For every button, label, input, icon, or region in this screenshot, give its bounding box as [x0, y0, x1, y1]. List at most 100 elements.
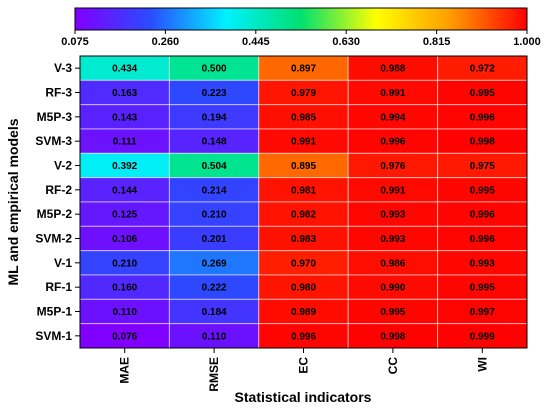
- heatmap-cell: [437, 201, 528, 227]
- heatmap-cell: [79, 250, 170, 276]
- heatmap-cell: [437, 79, 528, 106]
- cell-value-label: 0.160: [112, 283, 137, 294]
- row-label: SVM-3: [35, 134, 72, 148]
- row-label: SVM-2: [35, 232, 72, 246]
- cell-value-label: 0.979: [291, 88, 316, 99]
- cell-value-label: 0.110: [202, 331, 227, 342]
- row-label: V-2: [54, 159, 72, 173]
- heatmap-cell: [168, 274, 260, 300]
- heatmap-cell: [258, 323, 349, 349]
- cell-value-label: 0.076: [112, 331, 137, 342]
- heatmap-cell: [168, 128, 260, 154]
- column-label: WI: [475, 357, 489, 372]
- heatmap-cell: [168, 201, 260, 227]
- cell-value-label: 0.975: [470, 161, 495, 172]
- heatmap-cell: [437, 298, 528, 325]
- heatmap-cell: [258, 201, 349, 227]
- heatmap-cell: [79, 225, 170, 252]
- cell-value-label: 0.434: [112, 64, 137, 75]
- colorbar-tick-label: 0.815: [423, 36, 451, 48]
- row-label: RF-2: [45, 183, 72, 197]
- colorbar-tick-label: 0.445: [242, 36, 270, 48]
- colorbar-tick-label: 0.075: [61, 36, 89, 48]
- colorbar-tick-label: 0.630: [332, 36, 360, 48]
- cell-value-labels: 0.434 0.500 0.897 0.988 0.972 0.163 0.223 0.979…: [112, 64, 495, 343]
- cell-value-label: 0.985: [291, 112, 316, 123]
- cell-value-label: 0.990: [380, 283, 405, 294]
- row-label: RF-3: [45, 86, 72, 100]
- cell-value-label: 0.995: [380, 307, 405, 318]
- cell-value-label: 0.201: [202, 234, 227, 245]
- cell-value-label: 0.991: [291, 137, 316, 148]
- row-label: SVM-1: [35, 329, 72, 343]
- heatmap-cell: [79, 177, 170, 203]
- row-axis: V-3 RF-3 M5P-3 SVM-3 V-2 RF-2 M5P-2 SVM-2 V-1 RF-…: [35, 61, 80, 343]
- cell-value-label: 0.996: [470, 234, 495, 245]
- row-label: M5P-1: [37, 305, 73, 319]
- heatmap-cells: [79, 55, 528, 349]
- column-label: EC: [297, 357, 311, 374]
- row-label: V-3: [54, 61, 72, 75]
- cell-value-label: 0.125: [112, 210, 137, 221]
- cell-value-label: 0.989: [291, 307, 316, 318]
- cell-value-label: 0.994: [380, 112, 405, 123]
- cell-value-label: 0.972: [470, 64, 495, 75]
- cell-value-label: 0.106: [112, 234, 137, 245]
- cell-value-label: 0.970: [291, 258, 316, 269]
- heatmap-cell: [347, 152, 439, 179]
- heatmap-cell: [347, 104, 439, 130]
- cell-value-label: 0.504: [202, 161, 227, 172]
- cell-value-label: 0.993: [380, 234, 405, 245]
- heatmap-cell: [437, 250, 528, 276]
- heatmap-cell: [258, 250, 349, 276]
- cell-value-label: 0.996: [291, 331, 316, 342]
- row-label: M5P-2: [37, 207, 73, 221]
- cell-value-label: 0.996: [380, 137, 405, 148]
- row-label: V-1: [54, 256, 72, 270]
- cell-value-label: 0.976: [380, 161, 405, 172]
- cell-value-label: 0.163: [112, 88, 137, 99]
- cell-value-label: 0.998: [380, 331, 405, 342]
- column-label: RMSE: [207, 357, 221, 392]
- cell-value-label: 0.996: [470, 210, 495, 221]
- heatmap-cell: [258, 128, 349, 154]
- cell-value-label: 0.991: [380, 185, 405, 196]
- heatmap-cell: [258, 152, 349, 179]
- heatmap-cell: [347, 298, 439, 325]
- cell-value-label: 0.991: [380, 88, 405, 99]
- cell-value-label: 0.993: [380, 210, 405, 221]
- cell-value-label: 0.983: [291, 234, 316, 245]
- cell-value-label: 0.500: [202, 64, 227, 75]
- cell-value-label: 0.996: [470, 112, 495, 123]
- cell-value-label: 0.111: [113, 137, 137, 148]
- heatmap-cell: [168, 298, 260, 325]
- heatmap-cell: [437, 177, 528, 203]
- heatmap-cell: [258, 298, 349, 325]
- cell-value-label: 0.995: [470, 283, 495, 294]
- colorbar: 0.075 0.260 0.445 0.630 0.815 1.000: [61, 7, 541, 48]
- row-label: RF-1: [45, 280, 72, 294]
- colorbar-tick-label: 1.000: [513, 36, 541, 48]
- cell-value-label: 0.982: [291, 210, 316, 221]
- cell-value-label: 0.997: [470, 307, 495, 318]
- colorbar-gradient: [74, 7, 528, 31]
- heatmap-cell: [258, 104, 349, 130]
- cell-value-label: 0.897: [291, 64, 316, 75]
- heatmap-cell: [79, 201, 170, 227]
- heatmap-cell: [437, 225, 528, 252]
- heatmap-cell: [168, 250, 260, 276]
- heatmap-cell: [79, 79, 170, 106]
- heatmap-cell: [258, 225, 349, 252]
- cell-value-label: 0.184: [202, 307, 227, 318]
- y-axis-title: ML and empirical models: [5, 118, 21, 285]
- heatmap-cell: [168, 177, 260, 203]
- cell-value-label: 0.210: [202, 210, 227, 221]
- cell-value-label: 0.995: [470, 88, 495, 99]
- heatmap-cell: [168, 104, 260, 130]
- cell-value-label: 0.210: [112, 258, 137, 269]
- cell-value-label: 0.269: [202, 258, 227, 269]
- cell-value-label: 0.143: [112, 112, 137, 123]
- column-axis: MAE RMSE EC CC WI: [118, 348, 489, 392]
- cell-value-label: 0.222: [202, 283, 227, 294]
